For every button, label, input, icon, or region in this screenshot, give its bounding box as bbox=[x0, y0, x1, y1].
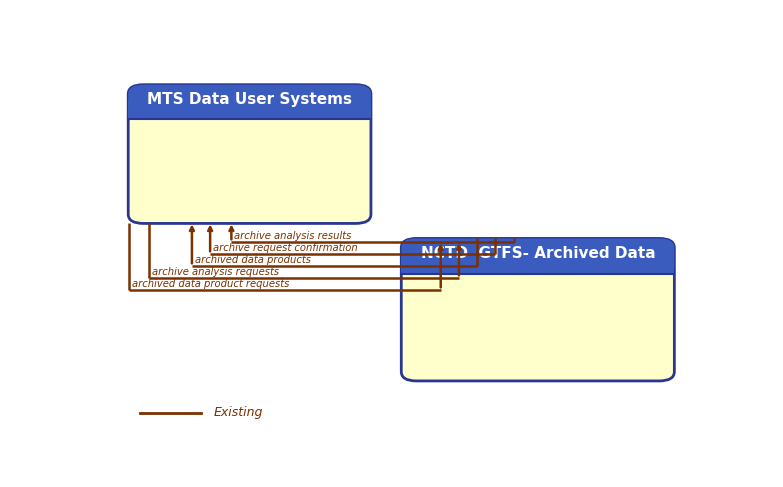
Text: archive request confirmation: archive request confirmation bbox=[213, 243, 358, 253]
Bar bbox=[128, 100, 371, 119]
FancyBboxPatch shape bbox=[128, 85, 371, 119]
Text: archived data products: archived data products bbox=[195, 255, 311, 264]
Text: NCTD  GTFS- Archived Data: NCTD GTFS- Archived Data bbox=[420, 246, 655, 261]
Text: MTS Data User Systems: MTS Data User Systems bbox=[147, 92, 352, 107]
Text: archive analysis results: archive analysis results bbox=[234, 231, 352, 241]
FancyBboxPatch shape bbox=[402, 239, 674, 274]
Text: Existing: Existing bbox=[213, 406, 262, 419]
Text: archived data product requests: archived data product requests bbox=[132, 279, 290, 289]
FancyBboxPatch shape bbox=[402, 239, 674, 381]
Text: archive analysis requests: archive analysis requests bbox=[153, 267, 280, 277]
FancyBboxPatch shape bbox=[128, 85, 371, 224]
Bar bbox=[402, 255, 674, 274]
